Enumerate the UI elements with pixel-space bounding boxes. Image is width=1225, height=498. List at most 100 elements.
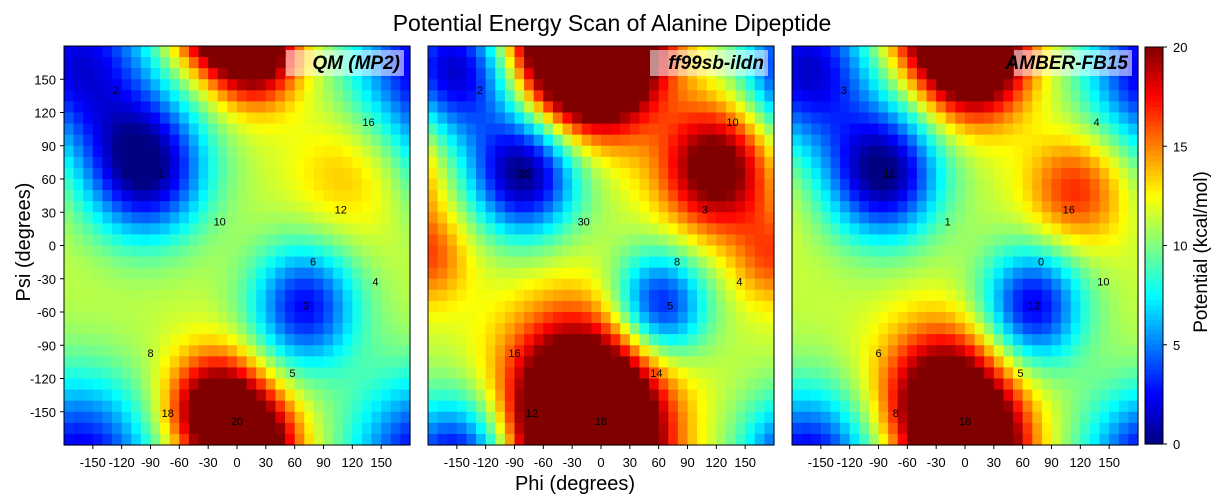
- heatmap-cell: [830, 79, 841, 91]
- heatmap-cell: [859, 278, 870, 291]
- heatmap-cell: [572, 234, 583, 247]
- heatmap-cell: [466, 123, 477, 136]
- heatmap-cell: [697, 234, 708, 247]
- heatmap-cell: [926, 190, 937, 202]
- heatmap-cell: [265, 190, 277, 202]
- heatmap-cell: [629, 57, 641, 69]
- heatmap-cell: [1109, 190, 1120, 202]
- heatmap-cell: [333, 378, 344, 391]
- heatmap-cell: [820, 356, 832, 369]
- heatmap-cell: [217, 201, 228, 213]
- heatmap-cell: [140, 312, 152, 324]
- heatmap-cell: [1022, 400, 1033, 413]
- heatmap-cell: [716, 90, 727, 103]
- heatmap-cell: [926, 101, 937, 114]
- heatmap-cell: [179, 167, 190, 180]
- heatmap-cell: [208, 179, 219, 191]
- heatmap-cell: [323, 179, 334, 191]
- heatmap-cell: [677, 411, 689, 424]
- heatmap-cell: [285, 223, 296, 236]
- colorbar-segment: [1145, 349, 1163, 356]
- heatmap-cell: [735, 256, 746, 269]
- heatmap-cell: [591, 190, 602, 202]
- heatmap-cell: [591, 422, 602, 435]
- heatmap-cell: [188, 245, 200, 258]
- heatmap-cell: [993, 356, 1005, 369]
- heatmap-cell: [1070, 312, 1081, 324]
- heatmap-cell: [1109, 79, 1120, 91]
- heatmap-cell: [897, 46, 908, 58]
- heatmap-cell: [1003, 201, 1014, 213]
- heatmap-cell: [83, 356, 94, 369]
- heatmap-cell: [1118, 112, 1129, 125]
- heatmap-cell: [993, 256, 1005, 269]
- heatmap-cell: [687, 101, 698, 114]
- heatmap-cell: [466, 267, 477, 280]
- heatmap-cell: [188, 389, 200, 402]
- heatmap-cell: [237, 389, 248, 402]
- heatmap-cell: [849, 334, 860, 346]
- heatmap-cell: [543, 145, 554, 158]
- heatmap-cell: [217, 134, 228, 147]
- heatmap-cell: [169, 101, 180, 114]
- heatmap-cell: [1003, 57, 1014, 69]
- heatmap-cell: [169, 289, 180, 302]
- heatmap-cell: [333, 201, 344, 213]
- heatmap-cell: [965, 179, 976, 191]
- heatmap-cell: [400, 400, 411, 413]
- heatmap-cell: [333, 323, 344, 335]
- heatmap-cell: [572, 267, 583, 280]
- heatmap-cell: [246, 289, 257, 302]
- heatmap-cell: [735, 123, 746, 136]
- heatmap-cell: [188, 267, 200, 280]
- heatmap-cell: [840, 46, 851, 58]
- heatmap-cell: [1080, 201, 1091, 213]
- heatmap-cell: [400, 256, 411, 269]
- heatmap-cell: [859, 323, 870, 335]
- heatmap-cell: [1061, 134, 1072, 147]
- colorbar-segment: [1145, 200, 1163, 207]
- heatmap-cell: [533, 356, 544, 369]
- heatmap-cell: [830, 156, 841, 169]
- heatmap-cell: [764, 156, 775, 169]
- heatmap-cell: [716, 167, 727, 180]
- heatmap-cell: [1070, 145, 1081, 158]
- heatmap-cell: [342, 179, 353, 191]
- heatmap-cell: [649, 345, 660, 357]
- heatmap-cell: [706, 289, 717, 302]
- heatmap-cell: [1128, 378, 1139, 391]
- heatmap-cell: [1032, 278, 1043, 291]
- heatmap-cell: [687, 422, 698, 435]
- heatmap-cell: [1041, 145, 1053, 158]
- heatmap-cell: [926, 345, 937, 357]
- heatmap-cell: [1032, 134, 1043, 147]
- heatmap-cell: [533, 367, 544, 380]
- heatmap-cell: [73, 90, 84, 103]
- heatmap-cell: [352, 201, 363, 213]
- heatmap-cell: [888, 411, 899, 424]
- heatmap-cell: [265, 400, 277, 413]
- heatmap-cell: [285, 134, 296, 147]
- heatmap-cell: [485, 90, 496, 103]
- heatmap-cell: [916, 278, 928, 291]
- heatmap-cell: [447, 323, 458, 335]
- heatmap-cell: [552, 123, 564, 136]
- heatmap-cell: [543, 256, 554, 269]
- heatmap-cell: [965, 212, 976, 224]
- colorbar-segment: [1145, 300, 1163, 306]
- heatmap-cell: [754, 245, 765, 258]
- heatmap-cell: [294, 312, 305, 324]
- heatmap-cell: [840, 201, 851, 213]
- heatmap-cell: [160, 134, 171, 147]
- heatmap-cell: [897, 422, 908, 435]
- heatmap-cell: [677, 300, 689, 313]
- heatmap-cell: [1003, 245, 1014, 258]
- heatmap-cell: [476, 234, 487, 247]
- heatmap-cell: [801, 345, 812, 357]
- heatmap-cell: [160, 323, 171, 335]
- heatmap-cell: [581, 201, 592, 213]
- heatmap-cell: [256, 79, 267, 91]
- heatmap-cell: [150, 223, 161, 236]
- heatmap-cell: [1099, 422, 1110, 435]
- heatmap-cell: [1080, 90, 1091, 103]
